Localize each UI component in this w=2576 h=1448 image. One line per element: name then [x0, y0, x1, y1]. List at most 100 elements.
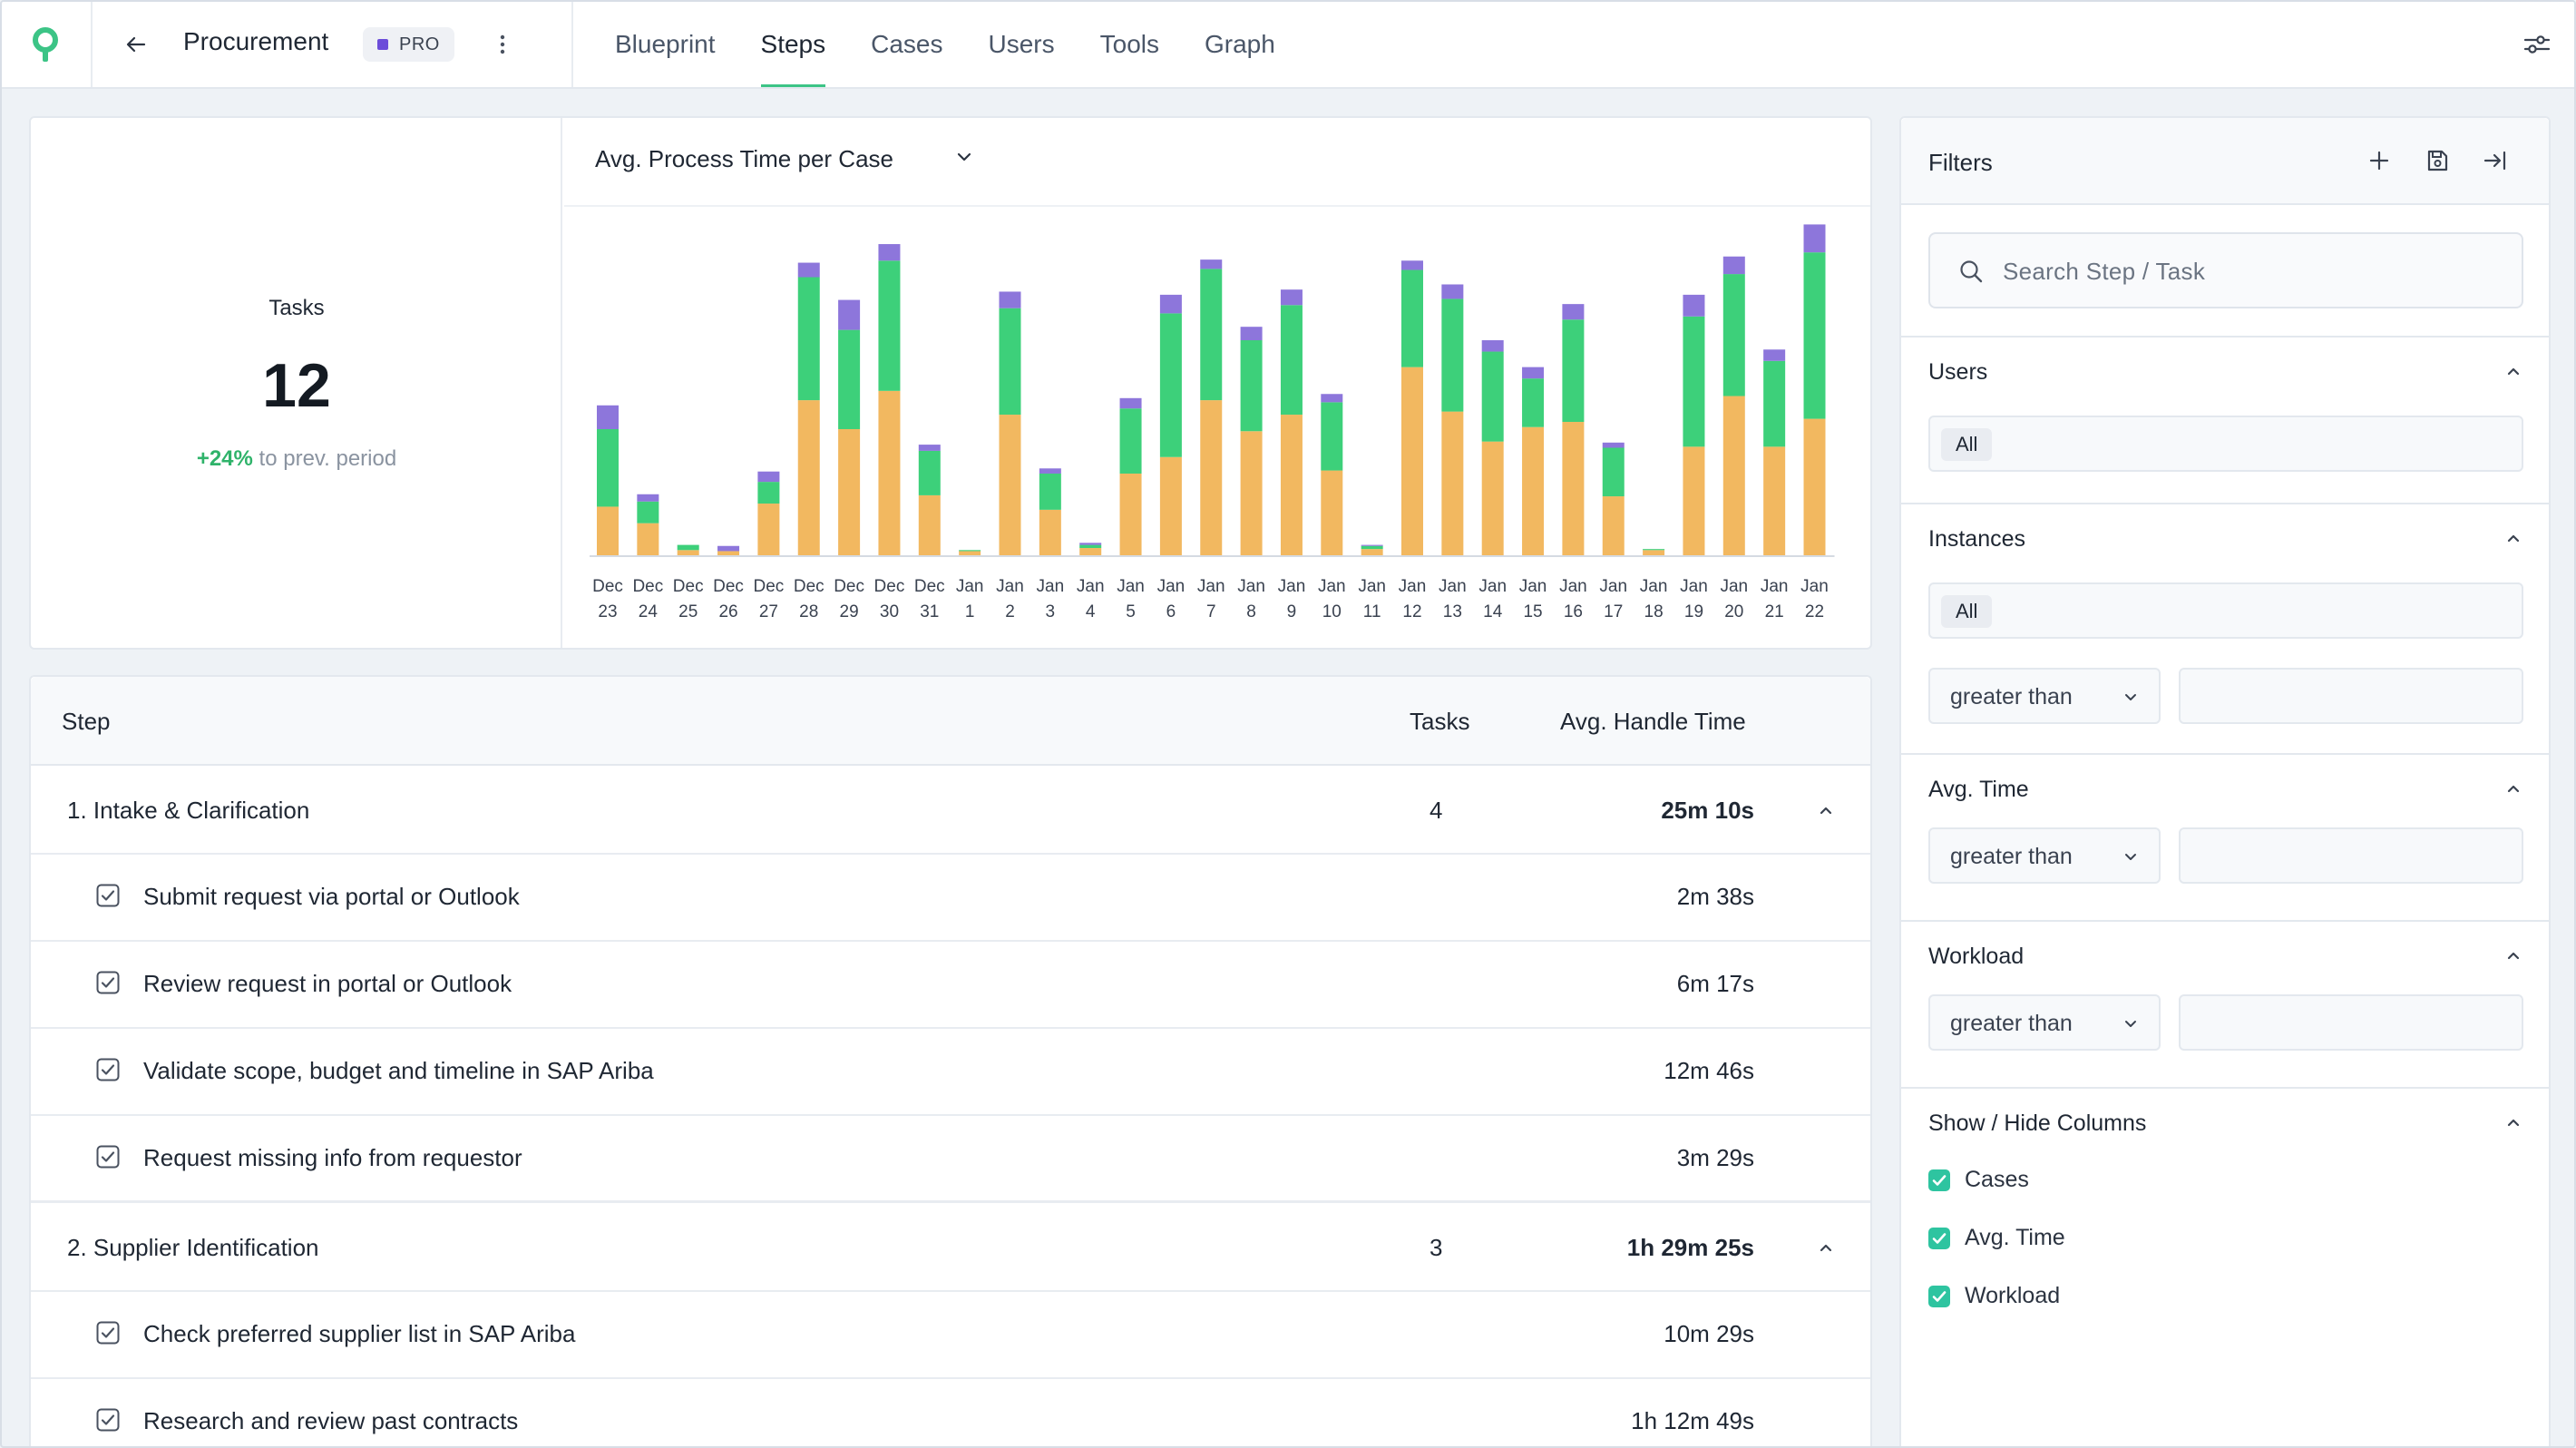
bar-segment[interactable]: [1240, 327, 1263, 341]
chevron-up-icon[interactable]: [2503, 1112, 2523, 1132]
instances-select[interactable]: All: [1928, 582, 2523, 639]
avg-time-operator-select[interactable]: greater than: [1928, 827, 2161, 884]
bar-segment[interactable]: [637, 523, 659, 555]
tab-users[interactable]: Users: [988, 30, 1055, 58]
bar-segment[interactable]: [1159, 456, 1182, 555]
bar-segment[interactable]: [1401, 367, 1423, 555]
users-chip[interactable]: All: [1941, 428, 1993, 461]
bar-segment[interactable]: [757, 471, 780, 483]
bar-segment[interactable]: [717, 551, 740, 555]
bar-segment[interactable]: [1361, 549, 1383, 555]
task-row[interactable]: Validate scope, budget and timeline in S…: [31, 1029, 1870, 1116]
bar-segment[interactable]: [838, 329, 861, 429]
bar-segment[interactable]: [1321, 394, 1343, 403]
bar-segment[interactable]: [1039, 468, 1061, 474]
checkbox-checked-icon[interactable]: [1928, 1286, 1950, 1307]
bar-segment[interactable]: [1683, 446, 1705, 555]
chart-header[interactable]: Avg. Process Time per Case: [564, 118, 1870, 207]
tab-graph[interactable]: Graph: [1205, 30, 1275, 58]
col-tasks-header[interactable]: Tasks: [1410, 708, 1470, 735]
bar-segment[interactable]: [1522, 367, 1545, 379]
step-group-row[interactable]: 2. Supplier Identification 3 1h 29m 25s: [31, 1205, 1870, 1292]
bar-segment[interactable]: [838, 299, 861, 330]
bar-segment[interactable]: [1441, 411, 1464, 555]
bar-segment[interactable]: [1562, 422, 1585, 555]
bar-segment[interactable]: [1159, 313, 1182, 457]
bar-segment[interactable]: [1722, 396, 1745, 555]
bar-segment[interactable]: [797, 262, 820, 278]
bar-segment[interactable]: [1079, 548, 1102, 555]
task-row[interactable]: Research and review past contracts 1h 12…: [31, 1379, 1870, 1446]
bar-segment[interactable]: [1079, 543, 1102, 545]
bar-segment[interactable]: [1683, 316, 1705, 447]
more-options-icon[interactable]: [492, 29, 513, 60]
bar-segment[interactable]: [1200, 259, 1223, 269]
bar-segment[interactable]: [1159, 294, 1182, 314]
collapse-panel-icon[interactable]: [2482, 147, 2509, 174]
bar-segment[interactable]: [918, 445, 941, 451]
bar-segment[interactable]: [1441, 284, 1464, 299]
bar-segment[interactable]: [677, 550, 699, 555]
bar-segment[interactable]: [1039, 509, 1061, 555]
add-filter-icon[interactable]: [2366, 147, 2393, 174]
bar-segment[interactable]: [1240, 340, 1263, 432]
bar-segment[interactable]: [838, 428, 861, 555]
bar-segment[interactable]: [1401, 269, 1423, 367]
bar-segment[interactable]: [918, 450, 941, 495]
bar-segment[interactable]: [878, 390, 901, 555]
bar-segment[interactable]: [797, 277, 820, 401]
bar-segment[interactable]: [597, 428, 619, 507]
bar-segment[interactable]: [1602, 496, 1625, 555]
bar-segment[interactable]: [1039, 473, 1061, 510]
chevron-up-icon[interactable]: [1816, 800, 1836, 820]
task-row[interactable]: Submit request via portal or Outlook 2m …: [31, 855, 1870, 942]
bar-segment[interactable]: [1562, 319, 1585, 423]
search-input[interactable]: Search Step / Task: [1928, 232, 2523, 308]
bar-segment[interactable]: [637, 494, 659, 502]
bar-segment[interactable]: [1200, 400, 1223, 555]
bar-segment[interactable]: [1763, 446, 1786, 555]
bar-segment[interactable]: [1481, 441, 1504, 555]
chart-title[interactable]: Avg. Process Time per Case: [595, 145, 893, 172]
workload-value-input[interactable]: [2179, 994, 2523, 1051]
task-row[interactable]: Check preferred supplier list in SAP Ari…: [31, 1292, 1870, 1379]
bar-segment[interactable]: [999, 415, 1021, 555]
bar-segment[interactable]: [1643, 549, 1665, 551]
bar-segment[interactable]: [1803, 418, 1826, 555]
tab-blueprint[interactable]: Blueprint: [615, 30, 716, 58]
bar-segment[interactable]: [1321, 470, 1343, 555]
avg-time-value-input[interactable]: [2179, 827, 2523, 884]
bar-segment[interactable]: [677, 544, 699, 551]
bar-segment[interactable]: [1722, 274, 1745, 396]
sliders-icon[interactable]: [2522, 29, 2552, 60]
bar-segment[interactable]: [1280, 415, 1303, 555]
bar-segment[interactable]: [1119, 397, 1142, 409]
bar-segment[interactable]: [1441, 298, 1464, 412]
logo-icon[interactable]: [31, 27, 60, 64]
chevron-up-icon[interactable]: [2503, 528, 2523, 548]
bar-segment[interactable]: [597, 506, 619, 555]
bar-segment[interactable]: [999, 308, 1021, 416]
col-step-header[interactable]: Step: [62, 708, 111, 735]
chevron-up-icon[interactable]: [1816, 1238, 1836, 1257]
users-select[interactable]: All: [1928, 416, 2523, 472]
chevron-down-icon[interactable]: [954, 147, 974, 167]
bar-segment[interactable]: [797, 400, 820, 555]
bar-segment[interactable]: [1522, 378, 1545, 427]
bar-segment[interactable]: [1602, 447, 1625, 497]
bar-segment[interactable]: [1200, 269, 1223, 401]
bar-segment[interactable]: [1602, 442, 1625, 448]
back-arrow-icon[interactable]: [122, 29, 151, 60]
bar-segment[interactable]: [757, 504, 780, 555]
bar-segment[interactable]: [1481, 340, 1504, 352]
checkbox-checked-icon[interactable]: [1928, 1228, 1950, 1249]
task-row[interactable]: Review request in portal or Outlook 6m 1…: [31, 942, 1870, 1029]
bar-segment[interactable]: [999, 291, 1021, 308]
bar-segment[interactable]: [1562, 304, 1585, 320]
bar-segment[interactable]: [878, 244, 901, 261]
bar-segment[interactable]: [1763, 360, 1786, 447]
bar-segment[interactable]: [1803, 224, 1826, 253]
bar-segment[interactable]: [717, 545, 740, 552]
bar-segment[interactable]: [1803, 252, 1826, 419]
bar-segment[interactable]: [1321, 402, 1343, 471]
